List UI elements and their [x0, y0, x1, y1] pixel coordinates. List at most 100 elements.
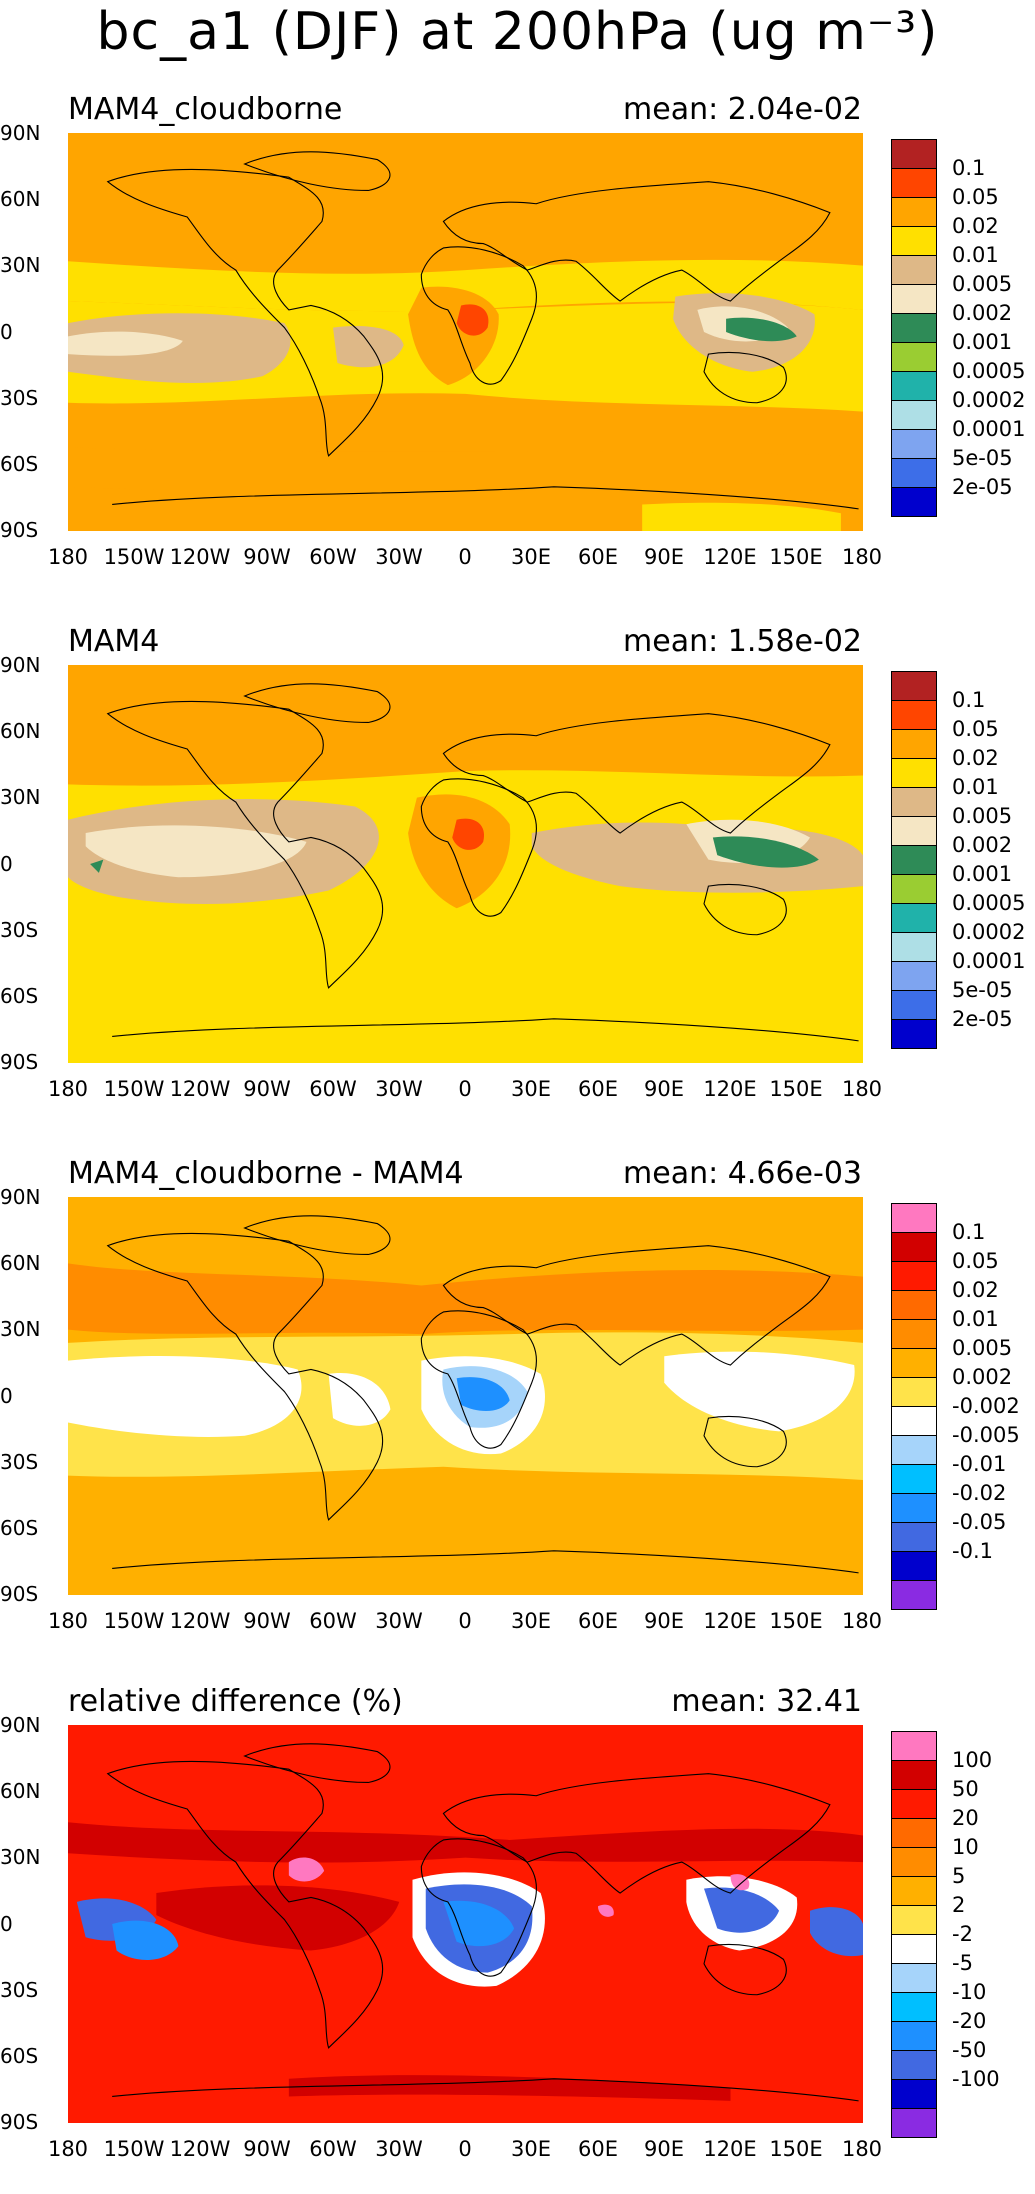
colorbar-box [891, 1963, 937, 1993]
colorbar-label: 0.02 [952, 746, 999, 770]
lon-label: 0 [458, 1077, 472, 1101]
colorbar [891, 139, 937, 517]
colorbar-box [891, 2108, 937, 2138]
colorbar-label: 0.0001 [952, 417, 1026, 441]
colorbar [891, 671, 937, 1049]
panel-mam4-cloudborne: MAM4_cloudborne mean: 2.04e-02 90N 60N 3… [0, 92, 1035, 602]
field-africa-neg2 [443, 1900, 515, 1947]
lat-label: 30S [0, 1450, 39, 1474]
lat-label: 60S [0, 1516, 39, 1540]
field-southern-band [68, 1488, 863, 1566]
lon-label: 150E [769, 545, 823, 569]
field-wpacific-min [726, 317, 797, 342]
lon-label: 60W [309, 545, 357, 569]
colorbar-box [891, 1731, 937, 1761]
lat-label: 30N [0, 1317, 41, 1341]
lat-label: 60N [0, 1251, 41, 1275]
colorbar-label: 0.0002 [952, 388, 1026, 412]
colorbar-box [891, 961, 937, 991]
lon-label: 30W [375, 1077, 423, 1101]
colorbar-label: -10 [952, 1980, 987, 2004]
colorbar-label: 2e-05 [952, 475, 1013, 499]
colorbar-box [891, 903, 937, 933]
lon-label: 60E [578, 2137, 618, 2161]
lon-label: 180 [47, 1609, 89, 1633]
lon-label: 30E [511, 1609, 551, 1633]
colorbar-box [891, 487, 937, 517]
lon-label: 180 [841, 2137, 883, 2161]
colorbar-box [891, 1818, 937, 1848]
lon-label: 150W [103, 1077, 165, 1101]
colorbar [891, 1731, 937, 2138]
colorbar-label: 0.001 [952, 330, 1013, 354]
lon-label: 180 [841, 1609, 883, 1633]
colorbar-box [891, 1905, 937, 1935]
colorbar-label: -20 [952, 2009, 987, 2033]
colorbar-label: 100 [952, 1748, 993, 1772]
lon-label: 180 [47, 545, 89, 569]
lat-label: 30N [0, 253, 41, 277]
panel-label: MAM4_cloudborne [68, 92, 343, 127]
colorbar-box [891, 371, 937, 401]
figure-title: bc_a1 (DJF) at 200hPa (ug m⁻³) [96, 2, 939, 62]
field-central-am-pink [288, 1857, 325, 1882]
colorbar-label: -0.02 [952, 1481, 1007, 1505]
lon-label: 60W [309, 1077, 357, 1101]
colorbar-label: 0.0005 [952, 359, 1026, 383]
colorbar-label: 50 [952, 1777, 979, 1801]
lon-label: 150W [103, 545, 165, 569]
colorbar-box [891, 400, 937, 430]
colorbar-box [891, 1580, 937, 1610]
colorbar-box [891, 845, 937, 875]
colorbar-label: 0.02 [952, 1278, 999, 1302]
lon-label: 150W [103, 2137, 165, 2161]
colorbar [891, 1203, 937, 1610]
lon-label: 60W [309, 2137, 357, 2161]
lon-label: 120E [703, 1077, 757, 1101]
lat-label: 30S [0, 918, 39, 942]
colorbar-box [891, 1348, 937, 1378]
lat-label: 60N [0, 1779, 41, 1803]
lon-label: 30E [511, 1077, 551, 1101]
colorbar-label: 5 [952, 1864, 966, 1888]
colorbar-box [891, 139, 937, 169]
lon-label: 0 [458, 1609, 472, 1633]
lon-label: 30W [375, 2137, 423, 2161]
lat-label: 60S [0, 452, 39, 476]
lon-label: 30E [511, 545, 551, 569]
colorbar-box [891, 1847, 937, 1877]
colorbar-label: -100 [952, 2067, 1000, 2091]
field-antarctic-low [642, 502, 841, 531]
field-southern-band [68, 446, 863, 492]
colorbar-label: 0.0002 [952, 920, 1026, 944]
colorbar-label: -0.005 [952, 1423, 1020, 1447]
colorbar-label: -2 [952, 1922, 973, 1946]
map-plot [68, 1197, 863, 1595]
lat-label: 30N [0, 1845, 41, 1869]
colorbar-label: 0.0005 [952, 891, 1026, 915]
lat-label: 30N [0, 785, 41, 809]
map-plot [68, 1725, 863, 2123]
field-americas-low [333, 325, 404, 368]
field-pac-neg2 [112, 1920, 179, 1960]
lon-label: 0 [458, 2137, 472, 2161]
colorbar-box [891, 1019, 937, 1049]
colorbar-box [891, 1319, 937, 1349]
lat-label: 90N [0, 653, 41, 677]
lon-label: 120W [169, 545, 231, 569]
field-nh-bands [68, 1263, 863, 1335]
colorbar-label: 0.005 [952, 804, 1013, 828]
colorbar-label: 0.0001 [952, 949, 1026, 973]
lat-label: 60N [0, 187, 41, 211]
colorbar-box [891, 1435, 937, 1465]
colorbar-box [891, 197, 937, 227]
panel-relative-difference: relative difference (%) mean: 32.41 90N … [0, 1684, 1035, 2194]
colorbar-label: 20 [952, 1806, 979, 1830]
panel-mean: mean: 4.66e-03 [623, 1156, 862, 1191]
field-ep-neg [810, 1907, 863, 1957]
lat-label: 0 [0, 320, 13, 344]
lat-label: 0 [0, 1384, 13, 1408]
lon-label: 0 [458, 545, 472, 569]
colorbar-box [891, 1760, 937, 1790]
coastlines [106, 1743, 859, 2102]
